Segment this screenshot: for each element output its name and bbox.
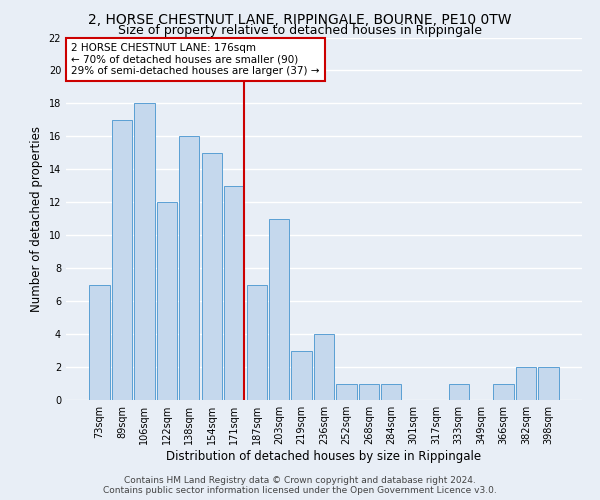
Bar [538, 367, 559, 400]
Bar [516, 367, 536, 400]
Bar [224, 186, 244, 400]
Bar [247, 284, 267, 400]
X-axis label: Distribution of detached houses by size in Rippingale: Distribution of detached houses by size … [166, 450, 482, 463]
Y-axis label: Number of detached properties: Number of detached properties [30, 126, 43, 312]
Bar [134, 104, 155, 400]
Bar [314, 334, 334, 400]
Bar [202, 153, 222, 400]
Bar [493, 384, 514, 400]
Bar [381, 384, 401, 400]
Text: 2, HORSE CHESTNUT LANE, RIPPINGALE, BOURNE, PE10 0TW: 2, HORSE CHESTNUT LANE, RIPPINGALE, BOUR… [88, 12, 512, 26]
Bar [449, 384, 469, 400]
Bar [179, 136, 199, 400]
Bar [269, 219, 289, 400]
Text: Contains HM Land Registry data © Crown copyright and database right 2024.
Contai: Contains HM Land Registry data © Crown c… [103, 476, 497, 495]
Bar [112, 120, 132, 400]
Bar [337, 384, 356, 400]
Bar [359, 384, 379, 400]
Text: Size of property relative to detached houses in Rippingale: Size of property relative to detached ho… [118, 24, 482, 37]
Bar [292, 350, 311, 400]
Bar [89, 284, 110, 400]
Bar [157, 202, 177, 400]
Text: 2 HORSE CHESTNUT LANE: 176sqm
← 70% of detached houses are smaller (90)
29% of s: 2 HORSE CHESTNUT LANE: 176sqm ← 70% of d… [71, 43, 320, 76]
